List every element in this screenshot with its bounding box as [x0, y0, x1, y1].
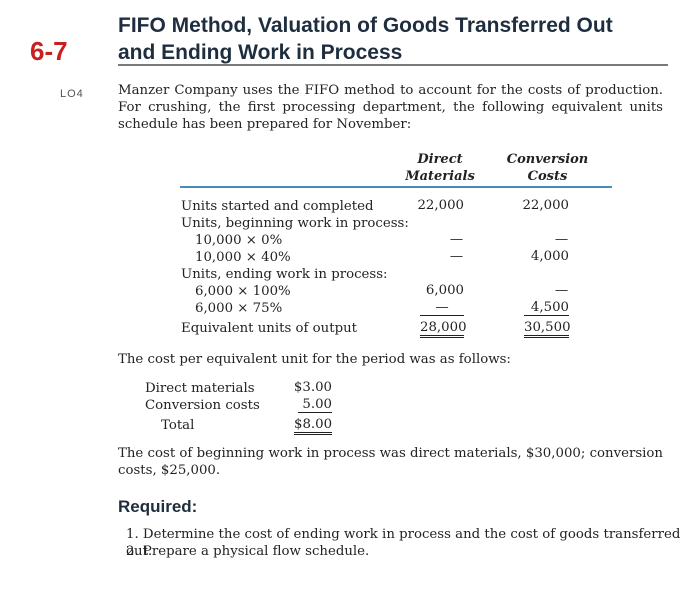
beginning-cost-paragraph: The cost of beginning work in process wa…: [118, 446, 663, 478]
cost-per-unit-intro: The cost per equivalent unit for the per…: [118, 352, 511, 367]
col-head-dm-line2: Materials: [405, 169, 475, 184]
problem-number: 6-7: [30, 36, 68, 66]
title-line-2: and Ending Work in Process: [118, 41, 403, 64]
cost-row-value: 5.00: [298, 397, 332, 413]
schedule-row-cc: —: [554, 232, 569, 247]
title-rule: [118, 64, 668, 66]
schedule-row-label: 6,000 × 100%: [195, 284, 291, 299]
col-head-direct-materials: Direct Materials: [400, 151, 480, 185]
col-head-cc-line1: Conversion: [506, 152, 589, 167]
schedule-row-label: Units started and completed: [181, 199, 374, 214]
schedule-row-label: 6,000 × 75%: [195, 301, 283, 316]
required-heading: Required:: [118, 497, 198, 516]
schedule-total-cc: 30,500: [524, 320, 571, 338]
schedule-row-label: 10,000 × 40%: [195, 250, 291, 265]
cost-row-label: Direct materials: [145, 381, 255, 396]
schedule-row-dm: —: [420, 300, 464, 316]
schedule-row-dm: —: [449, 249, 464, 264]
intro-paragraph: Manzer Company uses the FIFO method to a…: [118, 83, 663, 132]
required-item: 2. Prepare a physical flow schedule.: [126, 544, 370, 559]
cost-row-label: Conversion costs: [145, 398, 260, 413]
required-item: 1. Determine the cost of ending work in …: [126, 527, 681, 559]
schedule-row-label: Equivalent units of output: [181, 321, 357, 336]
schedule-row-dm: 6,000: [425, 283, 464, 298]
schedule-row-dm: 22,000: [417, 198, 464, 213]
schedule-row-label: Units, ending work in process:: [181, 267, 388, 282]
schedule-row-label: 10,000 × 0%: [195, 233, 283, 248]
learning-objective-label: LO4: [60, 88, 84, 100]
title-line-1: FIFO Method, Valuation of Goods Transfer…: [118, 14, 613, 37]
schedule-header-rule: [180, 186, 612, 188]
col-head-cc-line2: Costs: [527, 169, 568, 184]
cost-row-label: Total: [161, 418, 195, 433]
schedule-row-cc: —: [554, 283, 569, 298]
schedule-row-label: Units, beginning work in process:: [181, 216, 409, 231]
schedule-row-cc: 4,500: [524, 300, 569, 316]
schedule-row-cc: 22,000: [522, 198, 569, 213]
cost-row-total: $8.00: [294, 417, 332, 435]
schedule-row-cc: 4,000: [530, 249, 569, 264]
cost-row-value: $3.00: [293, 380, 332, 395]
schedule-total-dm: 28,000: [420, 320, 467, 338]
col-head-conversion-costs: Conversion Costs: [500, 151, 595, 185]
col-head-dm-line1: Direct: [417, 152, 463, 167]
problem-title: FIFO Method, Valuation of Goods Transfer…: [118, 12, 613, 66]
schedule-row-dm: —: [449, 232, 464, 247]
